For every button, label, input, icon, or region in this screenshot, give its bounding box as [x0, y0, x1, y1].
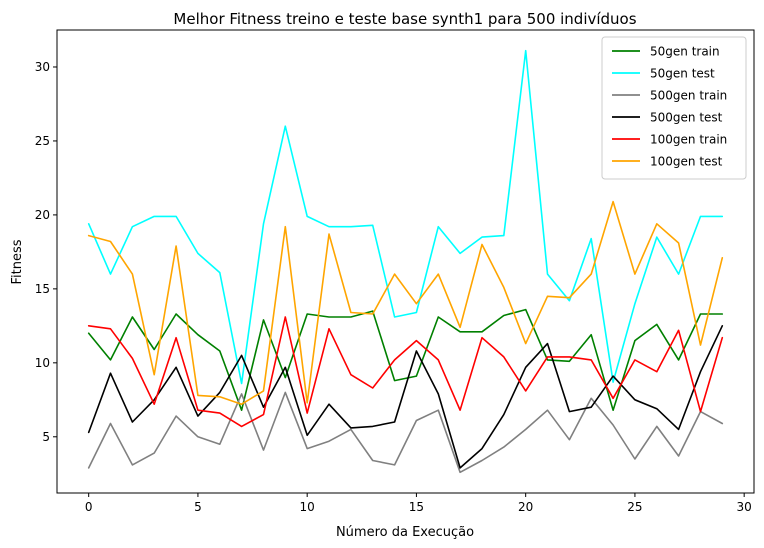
y-tick-label: 30: [35, 60, 50, 74]
legend-label: 100gen test: [650, 155, 723, 169]
series-line-50gen-test: [87, 49, 724, 385]
legend: 50gen train 50gen test 500gen train 500gen …: [601, 36, 747, 180]
series-line-100gen-test: [87, 200, 724, 406]
x-tick-label: 30: [737, 500, 752, 514]
legend-label: 50gen test: [650, 67, 715, 81]
series-line-100gen-train: [87, 316, 724, 428]
legend-label: 100gen train: [650, 133, 727, 147]
x-axis-label: Número da Execução: [336, 525, 474, 540]
series-line-50gen-train: [87, 308, 724, 412]
legend-label: 500gen train: [650, 89, 727, 103]
x-tick-label: 20: [518, 500, 533, 514]
y-axis-label: Fitness: [10, 239, 25, 284]
x-tick-label: 10: [300, 500, 315, 514]
x-tick-label: 15: [409, 500, 424, 514]
legend-label: 50gen train: [650, 45, 720, 59]
chart-title: Melhor Fitness treino e teste base synth…: [173, 10, 636, 28]
series-line-500gen-train: [87, 391, 724, 474]
axis-ticks: 0 5 10 15 20 25 30 5 10 15 20 25 30: [35, 60, 752, 514]
x-tick-label: 25: [627, 500, 642, 514]
series-lines: [87, 49, 724, 474]
x-tick-label: 0: [85, 500, 93, 514]
y-tick-label: 10: [35, 356, 50, 370]
plot-area: [56, 29, 755, 494]
legend-label: 500gen test: [650, 111, 723, 125]
y-tick-label: 25: [35, 134, 50, 148]
series-line-500gen-test: [87, 324, 724, 469]
y-tick-label: 5: [42, 430, 50, 444]
y-tick-label: 15: [35, 282, 50, 296]
y-tick-label: 20: [35, 208, 50, 222]
x-tick-label: 5: [194, 500, 202, 514]
